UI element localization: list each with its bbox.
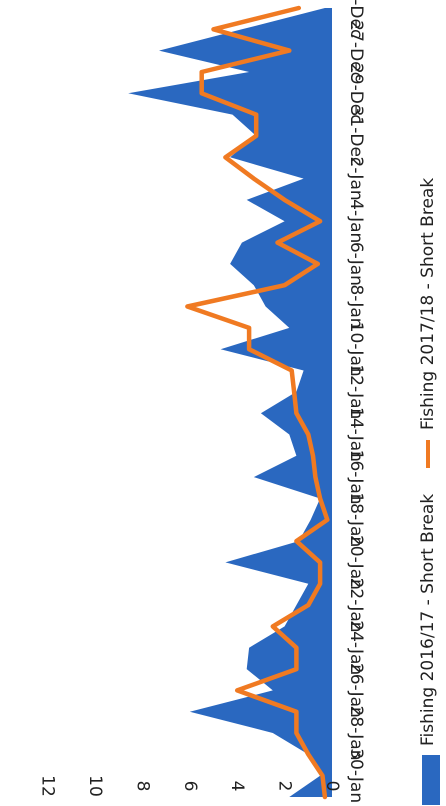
x-tick-label: 10-Jan [346,322,366,377]
y-tick-label: 12 [38,775,58,797]
plot-area: 25-Dec27-Dec29-Dec31-Dec2-Jan4-Jan6-Jan8… [38,0,440,805]
x-tick-label: 6-Jan [346,242,366,286]
area-series-fishing-2016-17-short-break [128,8,332,797]
x-tick-label: 26-Jan [346,663,366,718]
x-tick-label: 25-Dec [346,0,366,38]
legend-label-fishing-2017-18: Fishing 2017/18 - Short Break [418,178,438,430]
x-tick-label: 22-Jan [346,578,366,633]
x-tick-label: 18-Jan [346,492,366,547]
x-tick-label: 24-Jan [346,620,366,675]
y-tick-label: 2 [275,781,295,792]
area-series-layer [128,8,332,797]
x-tick-label: 4-Jan [346,199,366,243]
y-tick-label: 6 [180,781,200,792]
y-axis-tick-labels: 0 2 4 6 8 10 12 [38,775,342,797]
x-tick-label: 16-Jan [346,450,366,505]
x-tick-label: 30-Jan [346,748,366,803]
x-tick-label: 20-Jan [346,535,366,590]
legend-label-fishing-2016-17: Fishing 2016/17 - Short Break [418,494,438,746]
x-tick-label: 8-Jan [346,284,366,328]
y-tick-label: 10 [85,775,105,797]
legend-swatch-fishing-2016-17 [422,755,440,805]
x-tick-label: 31-Dec [346,106,366,167]
y-tick-label: 0 [322,781,342,792]
x-axis-tick-labels: 25-Dec27-Dec29-Dec31-Dec2-Jan4-Jan6-Jan8… [346,0,366,803]
x-tick-label: 14-Jan [346,407,366,462]
x-tick-label: 28-Jan [346,706,366,761]
line-series-fishing-2017-18-short-break [185,5,330,800]
x-tick-label: 2-Jan [346,157,366,201]
x-tick-label: 27-Dec [346,20,366,81]
y-tick-label: 4 [227,781,247,792]
x-tick-label: 12-Jan [346,364,366,419]
line-series-layer [185,5,330,800]
y-tick-label: 8 [132,781,152,792]
x-tick-label: 29-Dec [346,63,366,124]
legend: Fishing 2016/17 - Short Break Fishing 20… [418,178,440,805]
